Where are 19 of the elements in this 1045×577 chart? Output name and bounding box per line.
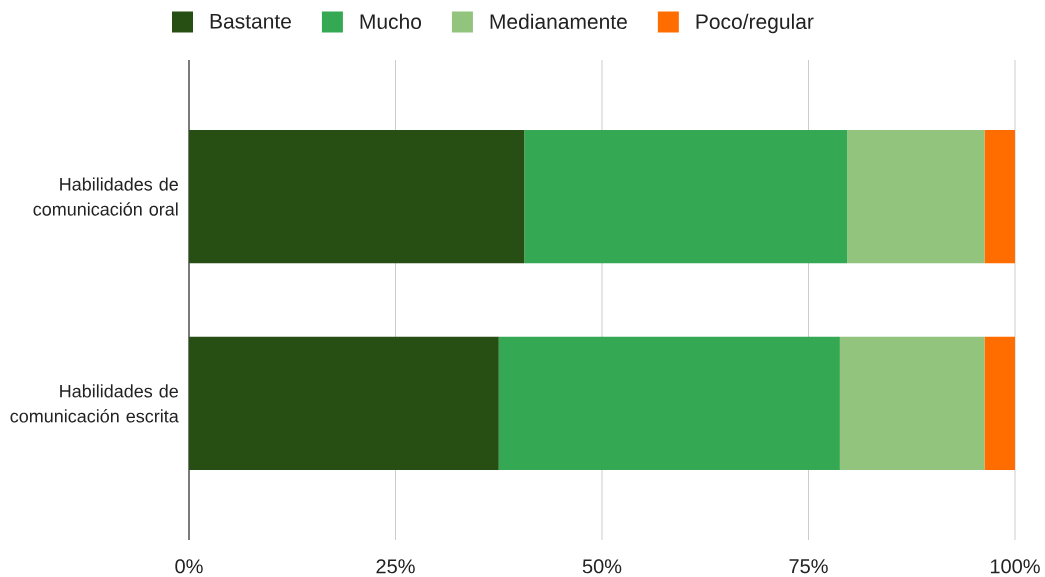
legend-label: Bastante xyxy=(210,14,291,29)
x-tick-label: 75% xyxy=(789,559,828,574)
y-tick-label: Habilidades de comunicación oral xyxy=(33,177,178,216)
bar xyxy=(984,336,1015,471)
x-tick-label: 25% xyxy=(376,559,415,574)
bar xyxy=(839,336,985,471)
bar xyxy=(984,129,1015,264)
bar xyxy=(847,129,985,264)
x-tick-label: 50% xyxy=(582,559,622,574)
legend-label: Mucho xyxy=(360,13,422,30)
bar xyxy=(524,129,848,264)
bar xyxy=(189,129,525,264)
legend-label: Medianamente xyxy=(490,13,627,30)
x-tick-label: 100% xyxy=(990,559,1040,574)
legend-label: Poco/regular xyxy=(696,13,814,34)
bar xyxy=(498,336,840,471)
y-tick-label: Habilidades de comunicación escrita xyxy=(10,384,179,423)
bar xyxy=(189,336,499,471)
x-tick-label: 0% xyxy=(175,559,203,574)
